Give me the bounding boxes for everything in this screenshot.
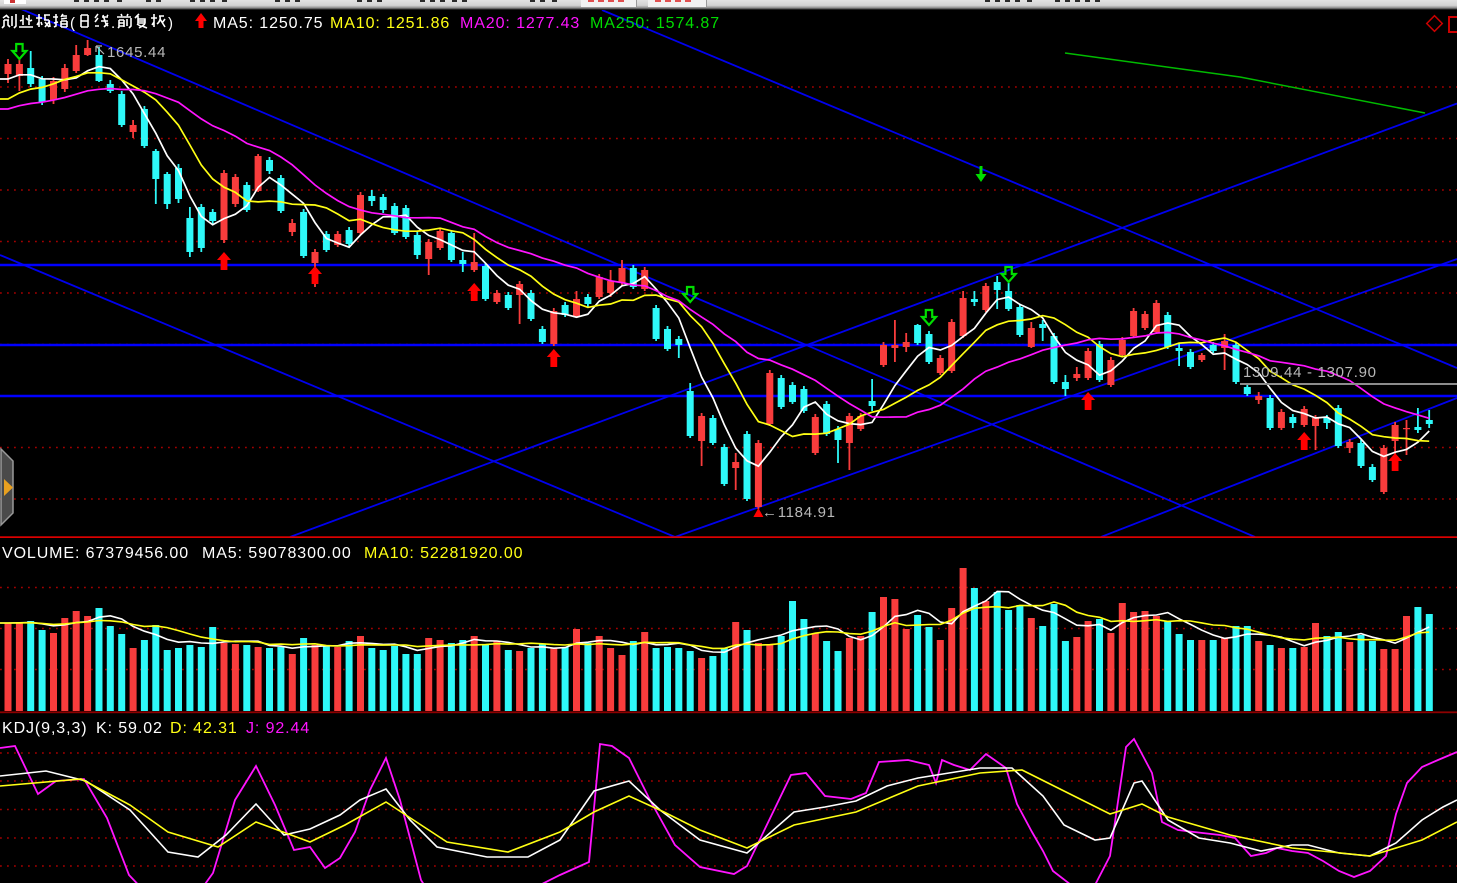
svg-text:MA250: 1574.87: MA250: 1574.87 [590, 15, 720, 32]
svg-text:MA10: 52281920.00: MA10: 52281920.00 [364, 545, 523, 562]
svg-text:(: ( [70, 15, 75, 32]
svg-text:J: 92.44: J: 92.44 [246, 720, 310, 737]
svg-text:MA20: 1277.43: MA20: 1277.43 [460, 15, 580, 32]
svg-text:1645.44: 1645.44 [107, 44, 166, 61]
svg-text:): ) [168, 15, 173, 32]
svg-text:.: . [111, 15, 115, 32]
svg-text:MA10: 1251.86: MA10: 1251.86 [330, 15, 450, 32]
svg-text:KDJ(9,3,3): KDJ(9,3,3) [2, 720, 87, 737]
svg-text:K: 59.02: K: 59.02 [96, 720, 163, 737]
svg-text:1309.44 - 1307.90: 1309.44 - 1307.90 [1243, 364, 1377, 381]
svg-text:D: 42.31: D: 42.31 [170, 720, 238, 737]
svg-text:MA5: 59078300.00: MA5: 59078300.00 [202, 545, 352, 562]
svg-text:VOLUME: 67379456.00: VOLUME: 67379456.00 [2, 545, 189, 562]
svg-text:←1184.91: ←1184.91 [762, 504, 836, 521]
svg-text:MA5: 1250.75: MA5: 1250.75 [213, 15, 323, 32]
